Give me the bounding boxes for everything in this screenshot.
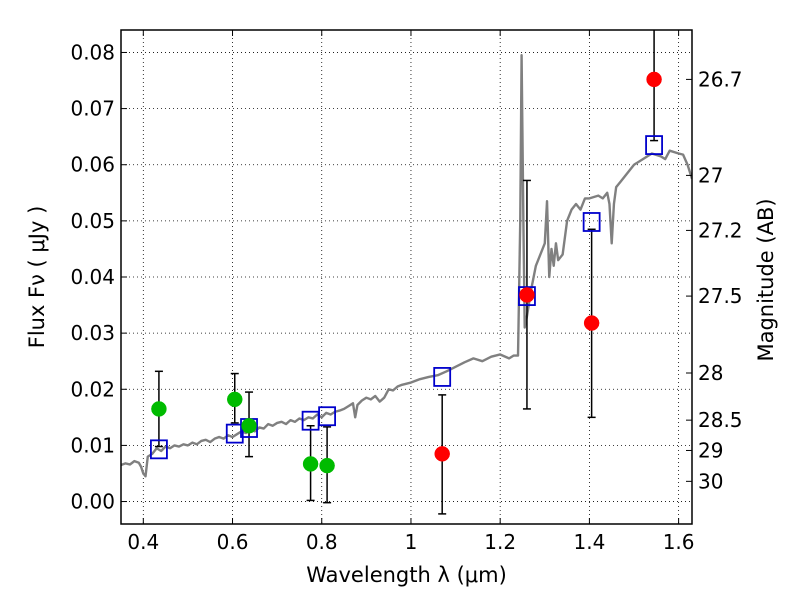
mag-tick-label: 26.7: [698, 67, 743, 91]
mag-tick-label: 29: [698, 438, 723, 462]
x-tick-label: 0.4: [127, 530, 159, 554]
model-photometry-square: [150, 439, 168, 460]
mag-tick-label: 30: [698, 469, 723, 493]
model-photometry-square: [645, 135, 663, 155]
mag-tick-label: 28: [698, 361, 723, 385]
model-photometry-square: [225, 423, 244, 444]
non-detection-point: [434, 446, 450, 462]
y-tick-label: 0.06: [70, 153, 115, 177]
mag-tick-label: 27: [698, 163, 723, 187]
non-detection-point: [519, 287, 535, 303]
non-detection-point: [646, 71, 662, 88]
detection-point: [302, 456, 319, 472]
y-tick-label: 0.03: [70, 321, 115, 345]
y-tick-label: 0.07: [70, 97, 115, 121]
grid-lines: [121, 30, 692, 524]
model-photometry-square: [518, 286, 536, 306]
model-photometry-square: [433, 367, 452, 387]
y-tick-label: 0.02: [70, 377, 115, 401]
y-tick-label: 0.01: [70, 433, 115, 457]
plot-frame: [120, 29, 693, 525]
x-tick-label: 0.6: [217, 530, 249, 554]
model-photometry-square: [318, 406, 336, 427]
x-axis-label: Wavelength λ (μm): [306, 563, 507, 587]
x-tick-label: 0.8: [306, 530, 338, 554]
axis-ticks: 0.4 0.6 0.8 1 1.2 1.4 1.6 0.00 0.01 0.02 0.03 0.04 0…: [70, 30, 743, 554]
non-detection-point: [583, 315, 600, 331]
model-sed-line: [121, 54, 692, 478]
mag-tick-label: 27.5: [698, 284, 743, 308]
x-tick-label: 1.6: [663, 530, 695, 554]
mag-tick-label: 28.5: [698, 408, 743, 432]
detection-point: [241, 418, 257, 434]
detection-point: [319, 457, 335, 474]
y-tick-label: 0.08: [70, 40, 115, 64]
y-tick-label: 0.00: [70, 490, 115, 514]
y2-axis-label: Magnitude (AB): [754, 198, 778, 361]
x-tick-label: 1: [405, 530, 418, 554]
mag-tick-label: 27.2: [698, 218, 743, 242]
y-axis-label: Flux Fν ( μJy ): [25, 206, 49, 349]
detection-point: [151, 401, 167, 417]
x-tick-label: 1.2: [484, 530, 516, 554]
y-tick-label: 0.05: [70, 209, 115, 233]
x-tick-label: 1.4: [573, 530, 605, 554]
y-tick-label: 0.04: [70, 265, 115, 289]
detection-point: [227, 391, 243, 408]
model-photometry-square: [582, 212, 601, 232]
